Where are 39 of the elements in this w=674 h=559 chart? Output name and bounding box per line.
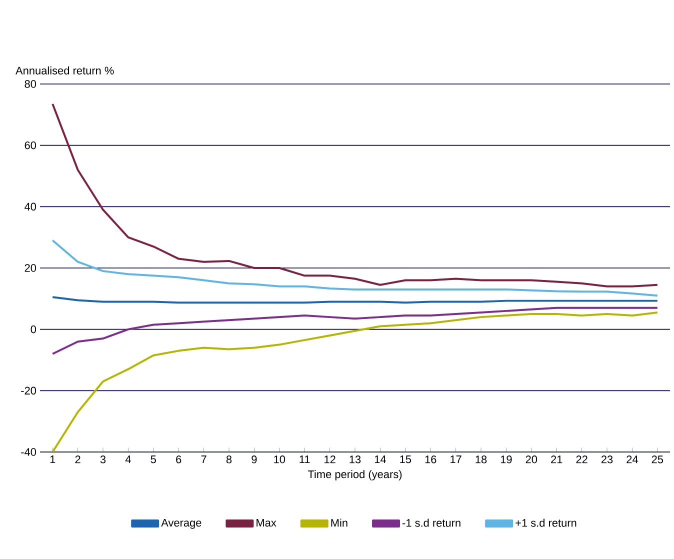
x-tick-label: 13 [350, 456, 361, 464]
y-tick-label: 60 [24, 141, 36, 150]
x-tick-label: 24 [626, 456, 638, 464]
y-tick-label: 0 [30, 325, 36, 334]
legend-label: Max [256, 518, 276, 527]
x-tick-label: 10 [274, 456, 286, 464]
x-tick-label: 11 [300, 456, 310, 464]
x-tick-label: 4 [125, 456, 131, 464]
x-tick-label: 19 [500, 456, 512, 464]
x-tick-label: 1 [50, 456, 56, 464]
x-tick-label: 7 [201, 456, 206, 464]
x-tick-label: 9 [252, 456, 257, 464]
x-axis-title: Time period (years) [308, 470, 402, 480]
y-axis-title: Annualised return % [16, 66, 114, 74]
x-tick-label: 25 [652, 456, 664, 464]
x-tick-label: 2 [75, 456, 80, 464]
x-tick-label: 22 [576, 456, 588, 464]
x-tick-label: 23 [601, 456, 613, 464]
y-tick-label: 40 [24, 202, 36, 211]
x-tick-label: 21 [551, 456, 562, 464]
y-tick-label: 80 [24, 80, 36, 88]
legend-label: -1 s.d return [402, 518, 460, 527]
legend-label: Min [331, 518, 348, 527]
x-tick-label: 17 [450, 456, 462, 464]
y-tick-label: -40 [21, 448, 36, 456]
x-tick-label: 5 [150, 456, 156, 464]
x-tick-label: 12 [324, 456, 336, 464]
y-tick-label: -20 [21, 386, 36, 395]
y-tick-label: 20 [24, 264, 36, 272]
x-tick-label: 20 [526, 456, 538, 464]
x-tick-label: 15 [400, 456, 412, 464]
legend-label: Average [161, 518, 202, 529]
x-tick-label: 6 [176, 456, 182, 464]
x-tick-label: 14 [374, 456, 386, 464]
x-tick-label: 18 [476, 456, 487, 464]
legend-label: +1 s.d return [516, 518, 576, 527]
x-tick-label: 8 [226, 456, 232, 464]
x-tick-label: 16 [425, 456, 436, 464]
x-tick-label: 3 [100, 456, 106, 464]
